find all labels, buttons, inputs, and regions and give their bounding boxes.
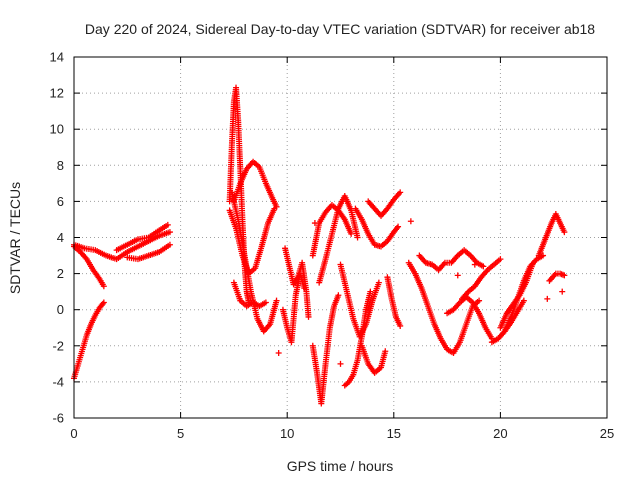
data-point — [395, 223, 402, 230]
chart-title: Day 220 of 2024, Sidereal Day-to-day VTE… — [85, 21, 595, 37]
data-point — [375, 279, 382, 286]
data-point — [166, 241, 173, 248]
data-point — [559, 288, 566, 295]
y-tick-label: 12 — [50, 86, 64, 101]
y-axis-label: SDTVAR / TECUs — [7, 182, 23, 294]
data-point — [301, 285, 308, 292]
data-point — [262, 299, 269, 306]
x-axis-label: GPS time / hours — [287, 458, 394, 474]
data-point — [382, 348, 389, 355]
data-point — [164, 221, 171, 228]
data-point — [544, 295, 551, 302]
y-tick-label: 6 — [57, 194, 64, 209]
data-point — [367, 288, 374, 295]
data-point — [476, 297, 483, 304]
y-tick-label: 4 — [57, 230, 64, 245]
data-point — [397, 189, 404, 196]
axis-ticks: 0 5 10 15 20 25 -6 -4 -2 0 2 4 6 8 10 12 14 — [50, 50, 615, 442]
data-point — [497, 256, 504, 263]
data-point — [348, 230, 355, 237]
data-point — [337, 360, 344, 367]
data-point — [273, 297, 280, 304]
x-tick-label: 5 — [177, 426, 184, 441]
data-point — [271, 205, 278, 212]
y-tick-label: 2 — [57, 266, 64, 281]
data-point — [311, 220, 318, 227]
data-point — [397, 322, 404, 329]
data-point — [335, 292, 342, 299]
y-tick-label: 10 — [50, 122, 64, 137]
data-point — [454, 272, 461, 279]
x-tick-label: 15 — [387, 426, 401, 441]
data-point — [520, 297, 527, 304]
data-point — [561, 229, 568, 236]
grid — [74, 57, 607, 418]
data-point — [275, 350, 282, 357]
y-tick-label: -4 — [52, 374, 64, 389]
data-point — [354, 234, 361, 241]
x-tick-label: 25 — [600, 426, 614, 441]
y-tick-label: 0 — [57, 302, 64, 317]
data-point — [305, 313, 312, 320]
data-point — [529, 261, 536, 268]
x-tick-label: 10 — [280, 426, 294, 441]
x-tick-label: 0 — [70, 426, 77, 441]
data-point — [100, 283, 107, 290]
data-point — [166, 229, 173, 236]
data-points — [71, 84, 568, 407]
y-tick-label: -2 — [52, 338, 64, 353]
y-tick-label: -6 — [52, 411, 64, 426]
data-point — [471, 261, 478, 268]
data-point — [561, 272, 568, 279]
data-point — [407, 218, 414, 225]
y-tick-label: 14 — [50, 50, 64, 65]
data-point — [100, 299, 107, 306]
data-point — [480, 263, 487, 270]
y-tick-label: 8 — [57, 158, 64, 173]
x-tick-label: 20 — [493, 426, 507, 441]
